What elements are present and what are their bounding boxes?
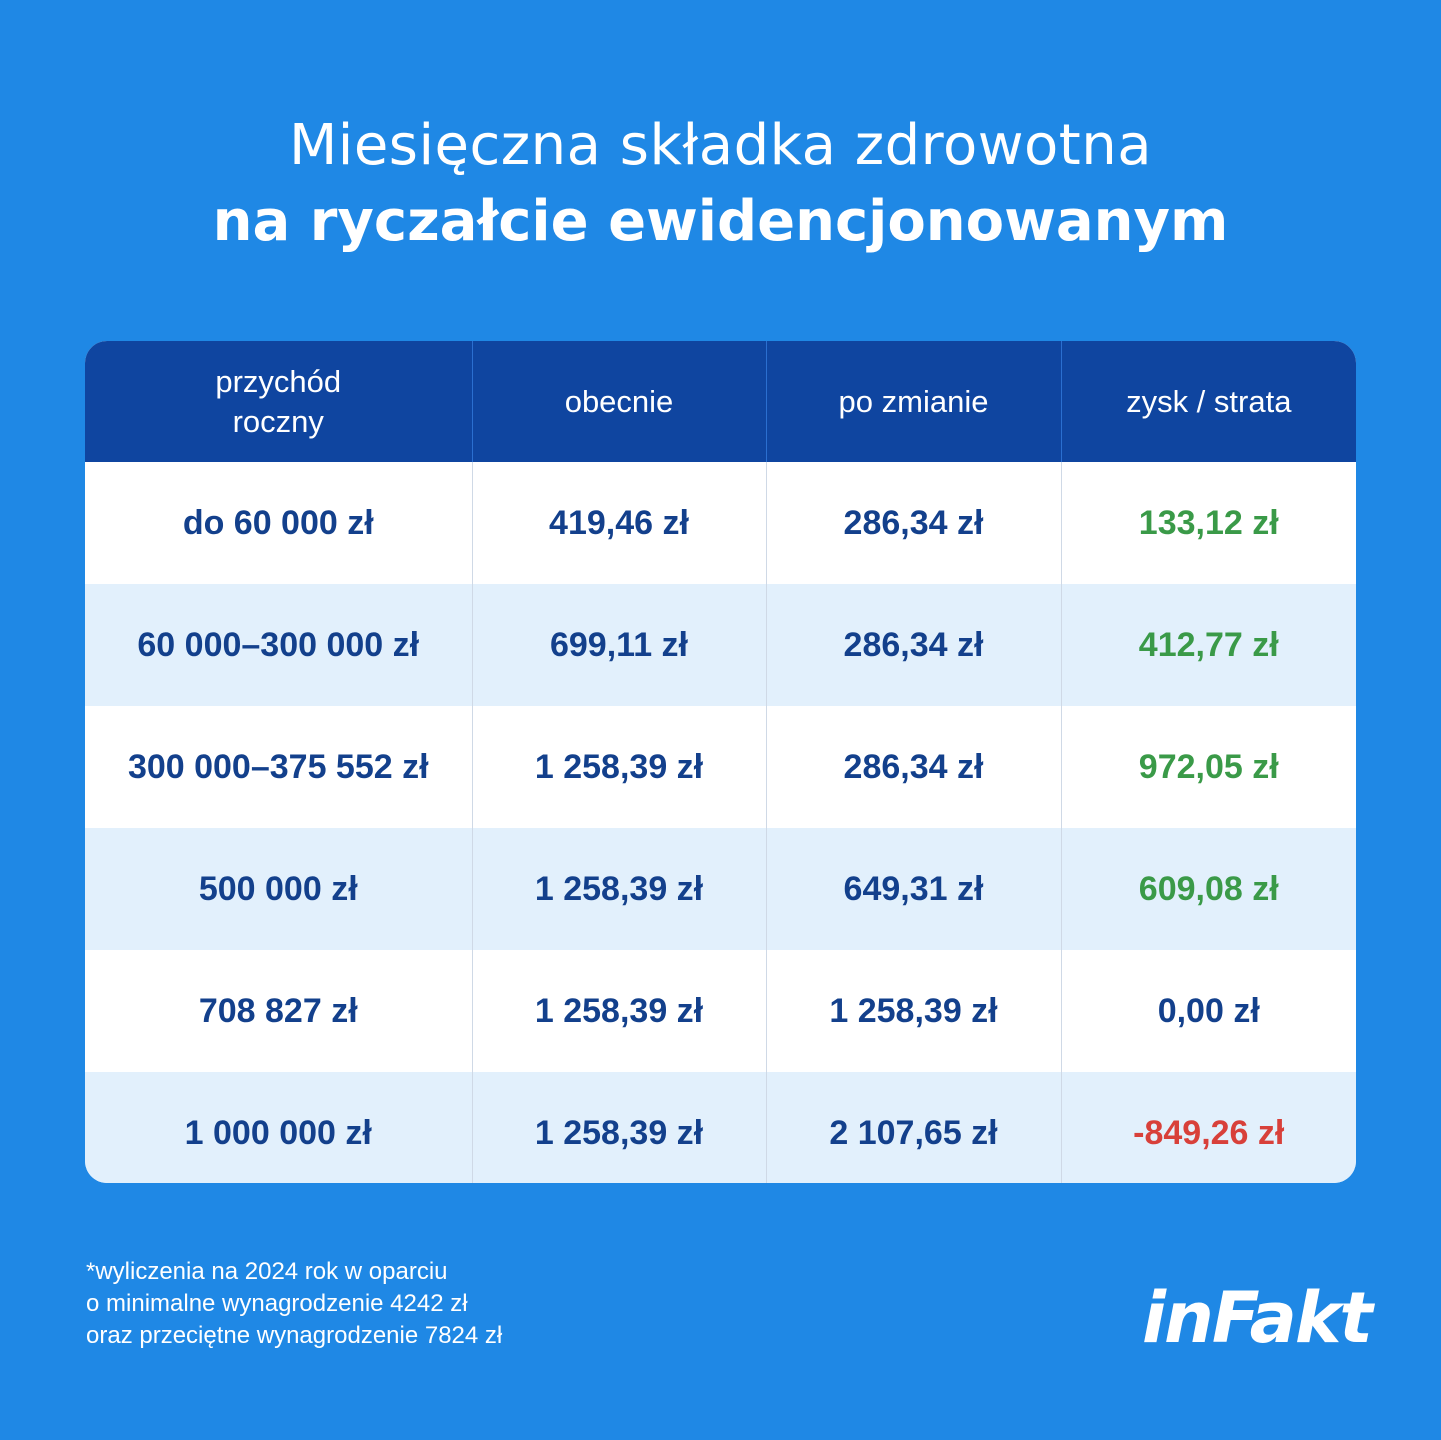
header-income-line2: roczny: [232, 403, 324, 439]
current-cell: 1 258,39 zł: [471, 706, 766, 828]
income-cell: 60 000–300 000 zł: [85, 584, 472, 706]
profit-loss-cell: 972,05 zł: [1060, 706, 1356, 828]
income-cell: 708 827 zł: [85, 950, 472, 1072]
current-cell: 1 258,39 zł: [471, 1072, 766, 1183]
current-cell: 1 258,39 zł: [471, 828, 766, 950]
footnote: *wyliczenia na 2024 rok w oparciu o mini…: [86, 1256, 502, 1352]
contribution-table: przychód roczny obecnie po zmianie zysk …: [85, 341, 1356, 1183]
after-change-cell: 2 107,65 zł: [765, 1072, 1061, 1183]
profit-loss-cell: 133,12 zł: [1060, 462, 1356, 584]
table-row: 1 000 000 zł 1 258,39 zł 2 107,65 zł -849,2…: [85, 1072, 1356, 1183]
current-cell: 1 258,39 zł: [471, 950, 766, 1072]
after-change-cell: 1 258,39 zł: [765, 950, 1061, 1072]
title-line-2: na ryczałcie ewidencjonowanym: [212, 189, 1229, 254]
income-cell: do 60 000 zł: [85, 462, 472, 584]
income-cell: 1 000 000 zł: [85, 1072, 472, 1183]
current-cell: 419,46 zł: [471, 462, 766, 584]
income-cell: 300 000–375 552 zł: [85, 706, 472, 828]
profit-loss-cell: -849,26 zł: [1060, 1072, 1356, 1183]
header-after-change: po zmianie: [765, 341, 1061, 462]
header-profit-loss: zysk / strata: [1060, 341, 1356, 462]
table-row: 500 000 zł 1 258,39 zł 649,31 zł 609,08 zł: [85, 828, 1356, 950]
header-income-line1: przychód: [215, 363, 342, 399]
after-change-cell: 286,34 zł: [765, 462, 1061, 584]
table-row: 60 000–300 000 zł 699,11 zł 286,34 zł 412,7…: [85, 584, 1356, 706]
table-row: 708 827 zł 1 258,39 zł 1 258,39 zł 0,00 zł: [85, 950, 1356, 1072]
header-income: przychód roczny: [85, 341, 472, 462]
after-change-cell: 649,31 zł: [765, 828, 1061, 950]
profit-loss-cell: 0,00 zł: [1060, 950, 1356, 1072]
title-line-1: Miesięczna składka zdrowotna: [288, 113, 1153, 178]
footnote-line: *wyliczenia na 2024 rok w oparciu: [86, 1258, 448, 1285]
infakt-logo: inFakt: [1142, 1277, 1373, 1359]
header-current: obecnie: [471, 341, 766, 462]
table-header-row: przychód roczny obecnie po zmianie zysk …: [85, 341, 1356, 462]
profit-loss-cell: 609,08 zł: [1060, 828, 1356, 950]
after-change-cell: 286,34 zł: [765, 584, 1061, 706]
table-row: do 60 000 zł 419,46 zł 286,34 zł 133,12 zł: [85, 462, 1356, 584]
table-row: 300 000–375 552 zł 1 258,39 zł 286,34 zł 97…: [85, 706, 1356, 828]
page-title: Miesięczna składka zdrowotna na ryczałci…: [0, 108, 1441, 260]
profit-loss-cell: 412,77 zł: [1060, 584, 1356, 706]
footnote-line: oraz przeciętne wynagrodzenie 7824 zł: [86, 1322, 503, 1349]
income-cell: 500 000 zł: [85, 828, 472, 950]
current-cell: 699,11 zł: [471, 584, 766, 706]
after-change-cell: 286,34 zł: [765, 706, 1061, 828]
footnote-line: o minimalne wynagrodzenie 4242 zł: [86, 1290, 468, 1317]
